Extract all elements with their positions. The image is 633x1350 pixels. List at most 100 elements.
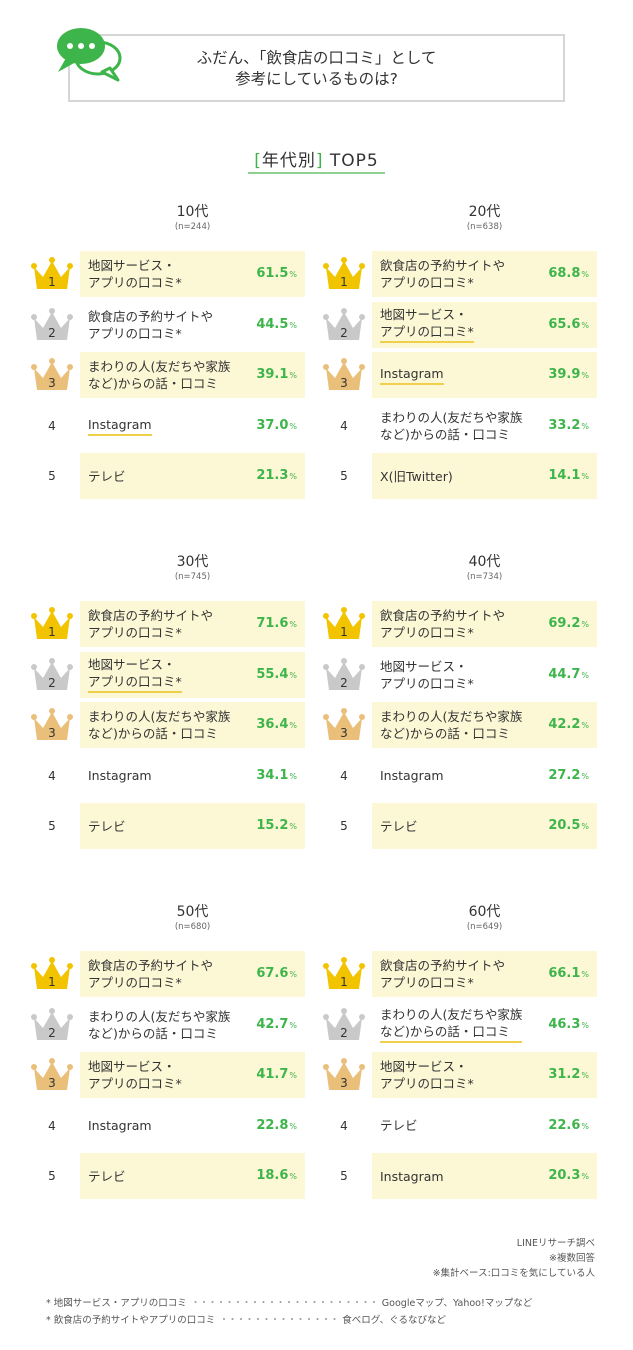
item-label: テレビ xyxy=(380,803,540,849)
item-value: 71.6% xyxy=(256,601,297,647)
age-group-title: 10代 xyxy=(80,203,305,221)
item-value: 65.6% xyxy=(548,302,589,348)
percent-sign: % xyxy=(581,671,589,680)
item-label-text: Instagram xyxy=(380,767,444,784)
ranking-list: 1飲食店の予約サイトや アプリの口コミ*66.1%2まわりの人(友だちや家族 な… xyxy=(322,951,597,1204)
item-value: 39.9% xyxy=(548,352,589,398)
section-bracket-close: ] xyxy=(316,151,324,171)
rank-number: 2 xyxy=(48,326,56,340)
percent-sign: % xyxy=(581,1172,589,1181)
ranking-cell: X(旧Twitter)14.1% xyxy=(372,453,597,499)
crown-icon: 3 xyxy=(322,1056,366,1094)
rank-number: 4 xyxy=(322,1103,366,1149)
item-label-text: 地図サービス・ アプリの口コミ* xyxy=(380,1058,474,1092)
crown-icon: 1 xyxy=(322,255,366,293)
ranking-row: 2地図サービス・ アプリの口コミ*44.7% xyxy=(322,652,597,698)
source-note: LINEリサーチ調べ xyxy=(433,1236,595,1251)
footnote-term: * 飲食店の予約サイトやアプリの口コミ xyxy=(46,1315,215,1326)
ranking-list: 1飲食店の予約サイトや アプリの口コミ*69.2%2地図サービス・ アプリの口コ… xyxy=(322,601,597,854)
footnote-row: * 飲食店の予約サイトやアプリの口コミ・・・・・・・・・・・・・・食べログ、ぐる… xyxy=(46,1312,532,1329)
item-label-text: Instagram xyxy=(88,1117,152,1134)
item-label: テレビ xyxy=(88,453,248,499)
ranking-row: 4Instagram34.1% xyxy=(30,753,305,799)
section-title: [年代別] TOP5 xyxy=(0,146,633,171)
ranking-cell: テレビ21.3% xyxy=(80,453,305,499)
ranking-cell: まわりの人(友だちや家族 など)からの話・口コミ46.3% xyxy=(372,1002,597,1048)
item-label-text: テレビ xyxy=(88,1168,126,1185)
percent-sign: % xyxy=(289,822,297,831)
item-value: 15.2% xyxy=(256,803,297,849)
percent-sign: % xyxy=(581,472,589,481)
item-label-text: テレビ xyxy=(380,818,418,835)
crown-icon: 2 xyxy=(322,1006,366,1044)
crown-icon: 1 xyxy=(30,955,74,993)
percent-value: 42.7 xyxy=(256,1017,288,1032)
age-group-title: 30代 xyxy=(80,553,305,571)
crown-icon: 3 xyxy=(30,1056,74,1094)
ranking-row: 2 飲食店の予約サイトや アプリの口コミ*44.5% xyxy=(30,302,305,348)
item-value: 22.6% xyxy=(548,1103,589,1149)
age-group: 30代(n=745)1飲食店の予約サイトや アプリの口コミ*71.6%2地図サー… xyxy=(30,553,305,583)
item-value: 31.2% xyxy=(548,1052,589,1098)
item-value: 67.6% xyxy=(256,951,297,997)
ranking-cell: まわりの人(友だちや家族 など)からの話・口コミ42.7% xyxy=(80,1002,305,1048)
ranking-cell: 飲食店の予約サイトや アプリの口コミ*44.5% xyxy=(80,302,305,348)
footnote-row: * 地図サービス・アプリの口コミ・・・・・・・・・・・・・・・・・・・・・・ Go… xyxy=(46,1295,532,1312)
item-label: まわりの人(友だちや家族 など)からの話・口コミ xyxy=(380,1002,540,1048)
item-value: 14.1% xyxy=(548,453,589,499)
percent-sign: % xyxy=(289,772,297,781)
item-label-text: 飲食店の予約サイトや アプリの口コミ* xyxy=(88,957,213,991)
footnote-examples: Googleマップ、Yahoo!マップなど xyxy=(382,1298,533,1309)
item-label: まわりの人(友だちや家族 など)からの話・口コミ xyxy=(380,403,540,449)
percent-value: 33.2 xyxy=(548,418,580,433)
item-label-text: まわりの人(友だちや家族 など)からの話・口コミ xyxy=(88,1008,230,1042)
percent-value: 20.3 xyxy=(548,1168,580,1183)
ranking-row: 4まわりの人(友だちや家族 など)からの話・口コミ33.2% xyxy=(322,403,597,449)
rank-number: 1 xyxy=(340,975,348,989)
ranking-row: 5X(旧Twitter)14.1% xyxy=(322,453,597,499)
percent-sign: % xyxy=(289,321,297,330)
base-note: ※集計ベース:口コミを気にしている人 xyxy=(433,1266,595,1281)
rank-number: 3 xyxy=(340,376,348,390)
item-label: 地図サービス・ アプリの口コミ* xyxy=(88,1052,248,1098)
item-label: 飲食店の予約サイトや アプリの口コミ* xyxy=(380,951,540,997)
percent-sign: % xyxy=(289,1071,297,1080)
ranking-cell: まわりの人(友だちや家族 など)からの話・口コミ42.2% xyxy=(372,702,597,748)
ranking-cell: テレビ15.2% xyxy=(80,803,305,849)
percent-value: 39.1 xyxy=(256,367,288,382)
rank-number: 1 xyxy=(48,975,56,989)
item-value: 37.0% xyxy=(256,403,297,449)
ranking-row: 4Instagram37.0% xyxy=(30,403,305,449)
ranking-row: 4Instagram27.2% xyxy=(322,753,597,799)
ranking-cell: 地図サービス・ アプリの口コミ*55.4% xyxy=(80,652,305,698)
age-group-title: 60代 xyxy=(372,903,597,921)
ranking-cell: 地図サービス・ アプリの口コミ*41.7% xyxy=(80,1052,305,1098)
ranking-row: 5テレビ20.5% xyxy=(322,803,597,849)
item-value: 36.4% xyxy=(256,702,297,748)
ranking-cell: 飲食店の予約サイトや アプリの口コミ* 67.6% xyxy=(80,951,305,997)
rank-number: 5 xyxy=(322,803,366,849)
rank-number: 2 xyxy=(48,676,56,690)
rank-number: 3 xyxy=(48,1076,56,1090)
question-line-2: 参考にしているものは? xyxy=(70,69,563,90)
item-label-text: 飲食店の予約サイトや アプリの口コミ* xyxy=(88,607,213,641)
ranking-cell: Instagram39.9% xyxy=(372,352,597,398)
footnote-term: * 地図サービス・アプリの口コミ xyxy=(46,1298,187,1309)
crown-icon: 3 xyxy=(30,356,74,394)
footnote-leader: ・・・・・・・・・・・・・・・・・・・・・・ xyxy=(191,1298,378,1309)
ranking-row: 5テレビ21.3% xyxy=(30,453,305,499)
sample-size: (n=244) xyxy=(80,221,305,233)
item-value: 61.5% xyxy=(256,251,297,297)
item-label: テレビ xyxy=(380,1103,540,1149)
item-label-text: 地図サービス・ アプリの口コミ* xyxy=(88,1058,182,1092)
percent-sign: % xyxy=(581,270,589,279)
percent-sign: % xyxy=(581,321,589,330)
age-group-header: 40代(n=734) xyxy=(372,553,597,583)
rank-number: 2 xyxy=(340,1026,348,1040)
ranking-row: 1飲食店の予約サイトや アプリの口コミ*68.8% xyxy=(322,251,597,297)
percent-value: 61.5 xyxy=(256,266,288,281)
item-label: X(旧Twitter) xyxy=(380,453,540,499)
ranking-row: 5テレビ18.6% xyxy=(30,1153,305,1199)
percent-sign: % xyxy=(581,721,589,730)
ranking-list: 1地図サービス・ アプリの口コミ*61.5%2飲食店の予約サイトや アプリの口コ… xyxy=(30,251,305,504)
